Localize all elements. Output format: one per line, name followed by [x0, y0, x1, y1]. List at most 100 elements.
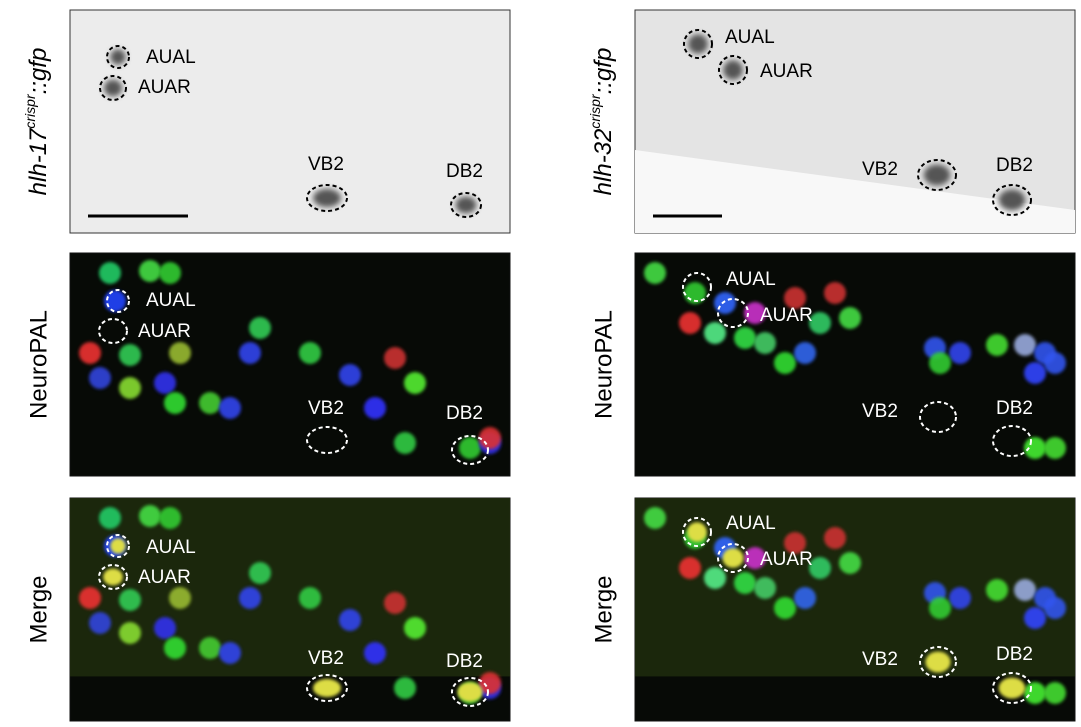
cell-label: AUAL [725, 27, 775, 48]
cell-label: AUAL [726, 513, 776, 534]
cell-label: AUAL [146, 290, 196, 311]
cell-blob [99, 262, 121, 284]
cell-label: DB2 [996, 644, 1033, 665]
gene-name: hlh-32 [590, 129, 617, 196]
cell-blob [644, 262, 666, 284]
cell-blob [299, 342, 321, 364]
cell-signal [110, 49, 126, 65]
cell-blob [79, 342, 101, 364]
cell-blob [299, 587, 321, 609]
cell-outline [919, 401, 957, 433]
cell-label: DB2 [446, 161, 483, 182]
cell-signal [723, 60, 743, 80]
cell-outline [917, 159, 957, 191]
cell-blob [139, 260, 161, 282]
cell-blob [1014, 579, 1036, 601]
cell-signal [722, 548, 744, 568]
cell-blob [794, 342, 816, 364]
cell-label: AUAL [146, 537, 196, 558]
cell-blob [1024, 437, 1046, 459]
cell-blob [459, 437, 481, 459]
cell-blob [119, 622, 141, 644]
cell-outline [992, 184, 1032, 216]
cell-label: AUAR [760, 549, 813, 570]
image-panel: AUAL AUAR VB2 DB2 [634, 252, 1076, 477]
cell-blob [119, 377, 141, 399]
cell-blob [239, 587, 261, 609]
cell-blob [404, 617, 426, 639]
cell-blob [809, 557, 831, 579]
cell-blob [164, 637, 186, 659]
panel-background [69, 252, 511, 477]
cell-label: AUAR [760, 61, 813, 82]
cell-blob [159, 262, 181, 284]
cell-blob [929, 352, 951, 374]
cell-blob [384, 347, 406, 369]
cell-signal [313, 188, 341, 208]
cell-outline [919, 646, 957, 678]
gene-name: hlh-17 [25, 127, 52, 195]
cell-signal [925, 651, 951, 673]
cell-blob [89, 367, 111, 389]
gene-label: hlh-17crispr::gfp [22, 48, 53, 196]
row-label: Merge [25, 575, 52, 643]
cell-blob [1024, 362, 1046, 384]
cell-blob [219, 642, 241, 664]
cell-blob [339, 609, 361, 631]
merge-tint [70, 498, 510, 677]
cell-blob [164, 392, 186, 414]
cell-label: AUAL [726, 269, 776, 290]
cell-outline [306, 426, 348, 454]
cell-label: VB2 [308, 648, 344, 669]
cell-label: AUAR [138, 77, 191, 98]
cell-signal [687, 522, 707, 542]
cell-blob [394, 677, 416, 699]
cell-label: DB2 [446, 651, 483, 672]
cell-signal [998, 189, 1026, 211]
cell-label: AUAL [146, 47, 196, 68]
cell-blob [99, 507, 121, 529]
cell-blob [949, 342, 971, 364]
cell-blob [479, 672, 501, 694]
cell-blob [949, 587, 971, 609]
cell-blob [154, 372, 176, 394]
cell-blob [199, 637, 221, 659]
cell-blob [794, 587, 816, 609]
cell-signal [998, 677, 1026, 699]
cell-label: AUAR [138, 321, 191, 342]
image-panel: AUAL AUAR VB2 DB2 [69, 252, 511, 477]
cell-blob [1044, 352, 1066, 374]
cell-label: DB2 [446, 403, 483, 424]
cell-outline [98, 564, 128, 590]
cell-blob [339, 364, 361, 386]
cell-outline [718, 55, 748, 85]
cell-outline [98, 318, 128, 344]
cell-blob [1044, 437, 1066, 459]
cell-outline [717, 298, 749, 328]
cell-blob [154, 617, 176, 639]
cell-blob [479, 427, 501, 449]
cell-outline [451, 435, 489, 465]
cell-blob [139, 505, 161, 527]
cell-blob [774, 352, 796, 374]
cell-blob [704, 567, 726, 589]
gene-suffix: ::gfp [590, 48, 617, 95]
cell-blob [119, 589, 141, 611]
row-label: NeuroPAL [25, 310, 52, 419]
cell-signal [313, 678, 341, 698]
cell-outline [306, 674, 348, 702]
cell-blob [744, 547, 766, 569]
cell-blob [754, 332, 776, 354]
gene-suffix: ::gfp [25, 48, 52, 95]
cell-blob [219, 397, 241, 419]
panel-background [69, 9, 511, 234]
cell-blob [784, 287, 806, 309]
cell-outline [450, 192, 482, 218]
cell-label: DB2 [996, 155, 1033, 176]
cell-blob [986, 334, 1008, 356]
cell-blob [119, 344, 141, 366]
cell-label: VB2 [862, 159, 898, 180]
cell-signal [455, 196, 477, 214]
image-panel: AUAL AUAR VB2 DB2 [634, 9, 1076, 234]
